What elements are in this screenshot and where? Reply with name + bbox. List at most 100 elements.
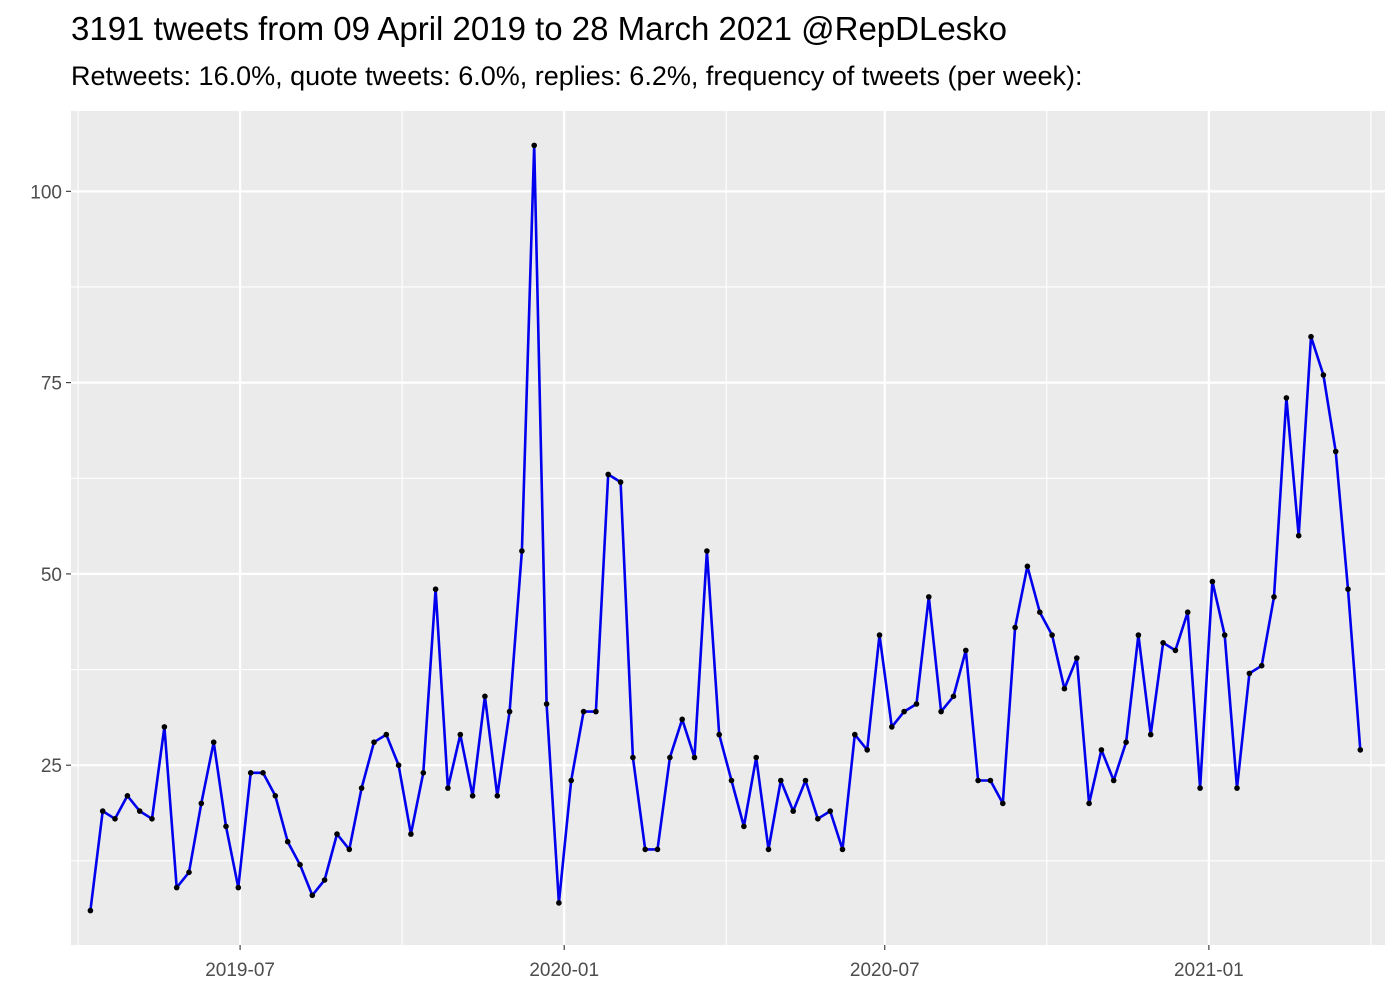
axis-layer: 25 50 75 100 2019-07 2020-01 2020-07 2021-01 xyxy=(30,182,1243,981)
data-point xyxy=(642,846,648,853)
data-point xyxy=(1271,594,1277,600)
data-point xyxy=(346,846,353,853)
data-point xyxy=(975,777,981,784)
data-point xyxy=(1086,800,1092,807)
data-point xyxy=(1209,578,1216,585)
data-point xyxy=(593,708,599,715)
data-point xyxy=(1160,640,1166,646)
data-point xyxy=(580,708,587,715)
y-tick-label: 25 xyxy=(41,756,62,777)
data-point xyxy=(568,777,574,784)
data-point xyxy=(815,816,821,822)
data-point xyxy=(926,594,932,600)
chart-title: 3191 tweets from 09 April 2019 to 28 Mar… xyxy=(71,10,1008,47)
y-tick-label: 100 xyxy=(30,182,62,203)
data-point xyxy=(802,777,809,784)
data-point xyxy=(321,877,328,883)
data-point xyxy=(1234,785,1240,791)
data-point xyxy=(1110,777,1117,784)
data-point xyxy=(223,823,229,830)
data-point xyxy=(704,548,710,554)
data-point xyxy=(543,701,550,707)
series-line xyxy=(89,144,1362,911)
data-point xyxy=(1308,333,1314,340)
data-point xyxy=(309,892,316,899)
data-point xyxy=(1258,662,1265,669)
y-tick-label: 75 xyxy=(41,374,62,395)
data-point xyxy=(790,808,796,814)
data-point xyxy=(679,716,685,723)
data-point xyxy=(876,632,883,638)
data-point xyxy=(556,900,562,906)
data-point xyxy=(1123,739,1129,745)
data-point xyxy=(383,731,390,738)
data-point xyxy=(778,777,784,784)
data-point xyxy=(1000,800,1006,807)
data-point xyxy=(371,739,377,745)
data-point xyxy=(210,739,217,745)
x-tick-label: 2020-01 xyxy=(529,960,599,981)
data-point xyxy=(149,816,155,822)
data-point xyxy=(99,808,106,814)
data-point xyxy=(1345,586,1351,592)
data-point xyxy=(247,770,254,776)
data-point xyxy=(938,708,944,715)
y-tick-label: 50 xyxy=(41,565,62,586)
data-point xyxy=(1061,685,1068,692)
data-point xyxy=(272,793,279,799)
data-point xyxy=(1049,632,1055,638)
data-point xyxy=(1024,563,1031,570)
data-point xyxy=(494,793,501,799)
data-point xyxy=(1357,747,1364,753)
data-point xyxy=(136,808,143,814)
data-point xyxy=(827,808,833,814)
data-point xyxy=(1172,647,1179,654)
data-point xyxy=(864,747,870,753)
data-point xyxy=(173,884,180,891)
data-point xyxy=(1184,609,1191,615)
data-point xyxy=(358,785,365,791)
data-point xyxy=(408,831,414,837)
data-point xyxy=(630,754,636,761)
data-point xyxy=(889,724,895,730)
data-point xyxy=(1246,670,1253,677)
data-point xyxy=(765,846,772,853)
data-point xyxy=(1098,747,1105,753)
data-point xyxy=(654,846,661,853)
x-tick-label: 2021-01 xyxy=(1174,960,1244,981)
data-point xyxy=(469,793,476,799)
data-point xyxy=(667,754,673,761)
data-point xyxy=(913,701,920,707)
data-point xyxy=(395,762,402,768)
data-point xyxy=(482,693,488,700)
data-point xyxy=(839,846,846,853)
data-point xyxy=(235,884,242,891)
data-point xyxy=(124,793,131,799)
data-point xyxy=(753,754,759,761)
data-point xyxy=(297,861,303,868)
data-point xyxy=(1332,448,1339,455)
data-point xyxy=(161,724,168,730)
data-point xyxy=(420,770,427,776)
data-point xyxy=(87,907,94,914)
data-point xyxy=(950,693,957,700)
x-tick-label: 2019-07 xyxy=(205,960,275,981)
series-layer xyxy=(87,142,1364,914)
chart-subtitle: Retweets: 16.0%, quote tweets: 6.0%, rep… xyxy=(71,61,1083,91)
data-point xyxy=(186,869,192,876)
data-point xyxy=(432,586,439,592)
data-point xyxy=(987,777,994,784)
data-point xyxy=(1135,632,1142,638)
data-point xyxy=(901,708,907,715)
data-point xyxy=(1147,731,1154,738)
data-point xyxy=(198,800,205,807)
data-point xyxy=(112,816,118,822)
data-point xyxy=(1295,532,1302,539)
data-point xyxy=(1074,655,1080,661)
data-point xyxy=(741,823,747,830)
data-point xyxy=(1283,395,1290,401)
data-point xyxy=(617,479,624,485)
data-point xyxy=(852,731,858,738)
data-point xyxy=(531,142,537,149)
